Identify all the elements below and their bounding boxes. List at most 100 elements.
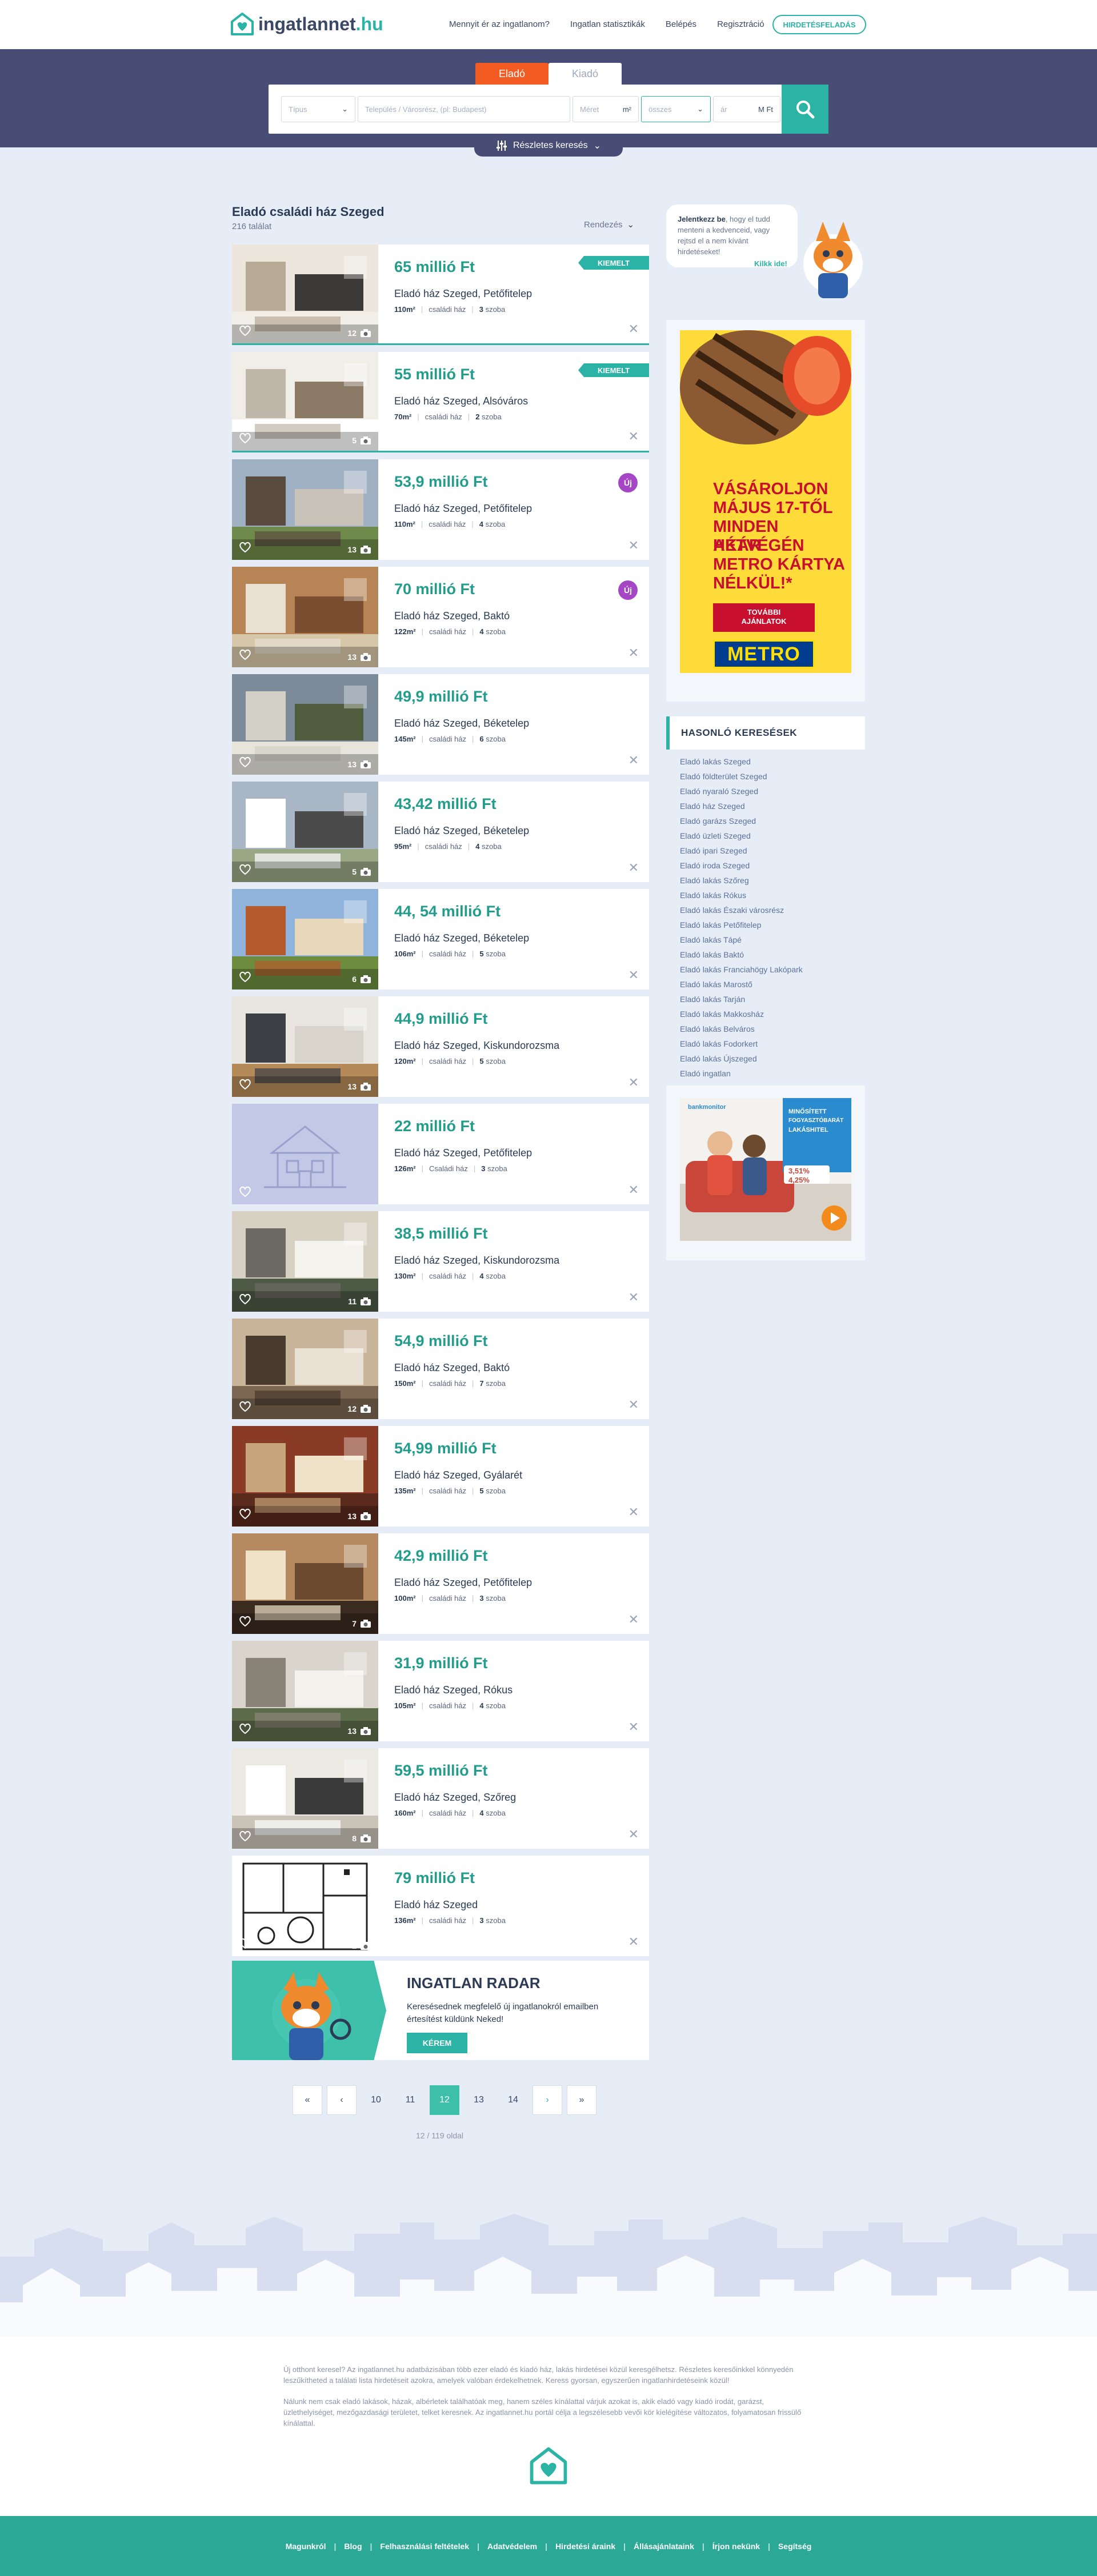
heart-icon[interactable] [239, 1186, 251, 1197]
heart-icon[interactable] [239, 1508, 251, 1520]
listing-address[interactable]: Eladó ház Szeged, Baktó [394, 610, 510, 622]
site-logo[interactable]: ingatlannet.hu [230, 11, 383, 37]
listing-address[interactable]: Eladó ház Szeged, Gyálarét [394, 1469, 523, 1481]
listing-photo[interactable] [232, 1104, 378, 1204]
listing-photo[interactable]: 13 [232, 674, 378, 775]
hide-listing-close-icon[interactable]: ✕ [628, 1934, 639, 1949]
footer-link[interactable]: Adatvédelem [487, 2541, 538, 2551]
hide-listing-close-icon[interactable]: ✕ [628, 1290, 639, 1304]
listing-price[interactable]: 54,99 millió Ft [394, 1440, 497, 1457]
similar-search-link[interactable]: Eladó lakás Rókus [680, 891, 746, 900]
listing-photo[interactable]: 13 [232, 1641, 378, 1741]
listing-price[interactable]: 42,9 millió Ft [394, 1547, 488, 1564]
similar-search-link[interactable]: Eladó ipari Szeged [680, 846, 747, 855]
listing-address[interactable]: Eladó ház Szeged, Alsóváros [394, 395, 529, 407]
heart-icon[interactable] [239, 971, 251, 983]
similar-search-link[interactable]: Eladó lakás Makkosház [680, 1009, 764, 1019]
listing-photo[interactable]: 13 [232, 567, 378, 667]
advanced-search-toggle[interactable]: Részletes keresés ⌄ [474, 135, 623, 157]
listing-price[interactable]: 65 millió Ft [394, 258, 475, 275]
hide-listing-close-icon[interactable]: ✕ [628, 1075, 639, 1089]
hide-listing-close-icon[interactable]: ✕ [628, 1183, 639, 1197]
listing-card[interactable]: 7 42,9 millió Ft Eladó ház Szeged, Petőfit… [232, 1533, 649, 1634]
listing-address[interactable]: Eladó ház Szeged, Petőfitelep [394, 1577, 533, 1588]
similar-search-link[interactable]: Eladó garázs Szeged [680, 816, 756, 826]
last-page-button[interactable]: » [567, 2085, 596, 2115]
similar-search-link[interactable]: Eladó földterület Szeged [680, 772, 767, 781]
listing-address[interactable]: Eladó ház Szeged, Petőfitelep [394, 503, 533, 514]
sort-dropdown[interactable]: Rendezés ⌄ [584, 219, 634, 230]
type-select[interactable]: Típus ⌄ [281, 96, 355, 122]
search-button[interactable] [782, 85, 828, 134]
hide-listing-close-icon[interactable]: ✕ [628, 1505, 639, 1519]
first-page-button[interactable]: « [293, 2085, 322, 2115]
listing-card[interactable]: 5 55 millió Ft Eladó ház Szeged, Alsóváros… [232, 352, 649, 452]
listing-photo[interactable]: 8 [232, 1748, 378, 1849]
listing-photo[interactable]: 13 [232, 996, 378, 1097]
listing-photo[interactable]: 5 [232, 352, 378, 451]
post-ad-button[interactable]: HIRDETÉSFELADÁS [772, 15, 866, 34]
advertisement-bankmonitor[interactable]: bankmonitor MINŐSÍTETT FOGYASZTÓBARÁT LA… [666, 1085, 865, 1260]
listing-card[interactable]: 2 79 millió Ft Eladó ház Szeged 136m² | csalá… [232, 1856, 649, 1956]
listing-address[interactable]: Eladó ház Szeged, Petőfitelep [394, 288, 533, 299]
similar-search-link[interactable]: Eladó lakás Újszeged [680, 1054, 757, 1063]
hide-listing-close-icon[interactable]: ✕ [628, 1720, 639, 1734]
page-link[interactable]: 13 [474, 2095, 484, 2105]
hide-listing-close-icon[interactable]: ✕ [628, 1827, 639, 1841]
heart-icon[interactable] [239, 1401, 251, 1412]
page-link[interactable]: 10 [371, 2095, 381, 2105]
page-link[interactable]: 14 [508, 2095, 518, 2105]
listing-address[interactable]: Eladó ház Szeged, Béketelep [394, 825, 530, 836]
similar-search-link[interactable]: Eladó lakás Baktó [680, 950, 744, 959]
listing-card[interactable]: 5 43,42 millió Ft Eladó ház Szeged, Békete… [232, 782, 649, 882]
footer-link[interactable]: Felhasználási feltételek [380, 2541, 470, 2551]
similar-search-link[interactable]: Eladó lakás Petőfitelep [680, 920, 762, 930]
similar-search-link[interactable]: Eladó lakás Tápé [680, 935, 742, 944]
similar-search-link[interactable]: Eladó lakás Fodorkert [680, 1039, 758, 1048]
area-input[interactable]: Méret m² [572, 96, 639, 122]
heart-icon[interactable] [239, 1616, 251, 1627]
similar-search-link[interactable]: Eladó lakás Franciahögy Lakópark [680, 965, 803, 974]
listing-price[interactable]: 31,9 millió Ft [394, 1654, 488, 1672]
nav-login[interactable]: Belépés [665, 19, 697, 29]
hide-listing-close-icon[interactable]: ✕ [628, 646, 639, 660]
listing-card[interactable]: 6 44, 54 millió Ft Eladó ház Szeged, Béket… [232, 889, 649, 989]
similar-search-link[interactable]: Eladó ház Szeged [680, 802, 745, 811]
login-link[interactable]: Kilkk ide! [754, 259, 787, 268]
heart-icon[interactable] [239, 1293, 251, 1305]
heart-icon[interactable] [239, 1079, 251, 1090]
similar-search-link[interactable]: Eladó lakás Szeged [680, 757, 751, 766]
heart-icon[interactable] [239, 864, 251, 875]
listing-card[interactable]: 13 49,9 millió Ft Eladó ház Szeged, Békete… [232, 674, 649, 775]
listing-photo[interactable]: 12 [232, 245, 378, 343]
listing-card[interactable]: 13 53,9 millió Ft Eladó ház Szeged, Petőfi… [232, 459, 649, 560]
listing-address[interactable]: Eladó ház Szeged [394, 1899, 478, 1910]
heart-icon[interactable] [239, 432, 251, 444]
heart-icon[interactable] [239, 325, 251, 336]
next-page-button[interactable]: › [533, 2085, 562, 2115]
listing-address[interactable]: Eladó ház Szeged, Baktó [394, 1362, 510, 1373]
footer-link[interactable]: Állásajánlataink [634, 2541, 694, 2551]
hide-listing-close-icon[interactable]: ✕ [628, 1612, 639, 1626]
heart-icon[interactable] [239, 1830, 251, 1842]
similar-search-link[interactable]: Eladó lakás Szőreg [680, 876, 749, 885]
listing-card[interactable]: 8 59,5 millió Ft Eladó ház Szeged, Szőreg 1… [232, 1748, 649, 1849]
listing-card[interactable]: 13 70 millió Ft Eladó ház Szeged, Baktó 122… [232, 567, 649, 667]
radar-subscribe-button[interactable]: KÉREM [407, 2033, 467, 2053]
listing-address[interactable]: Eladó ház Szeged, Petőfitelep [394, 1147, 533, 1159]
similar-search-link[interactable]: Eladó üzleti Szeged [680, 831, 751, 840]
listing-photo[interactable]: 6 [232, 889, 378, 989]
similar-search-link[interactable]: Eladó ingatlan [680, 1069, 731, 1078]
similar-search-link[interactable]: Eladó iroda Szeged [680, 861, 750, 870]
listing-price[interactable]: 44, 54 millió Ft [394, 903, 501, 920]
hide-listing-close-icon[interactable]: ✕ [628, 538, 639, 552]
heart-icon[interactable] [239, 542, 251, 553]
hide-listing-close-icon[interactable]: ✕ [628, 753, 639, 767]
listing-address[interactable]: Eladó ház Szeged, Béketelep [394, 718, 530, 729]
hide-listing-close-icon[interactable]: ✕ [628, 1397, 639, 1412]
listing-card[interactable]: 13 44,9 millió Ft Eladó ház Szeged, Kiskun… [232, 996, 649, 1097]
listing-price[interactable]: 70 millió Ft [394, 580, 475, 598]
similar-search-link[interactable]: Eladó lakás Tarján [680, 995, 746, 1004]
tab-sale[interactable]: Eladó [475, 63, 548, 85]
hide-listing-close-icon[interactable]: ✕ [628, 968, 639, 982]
